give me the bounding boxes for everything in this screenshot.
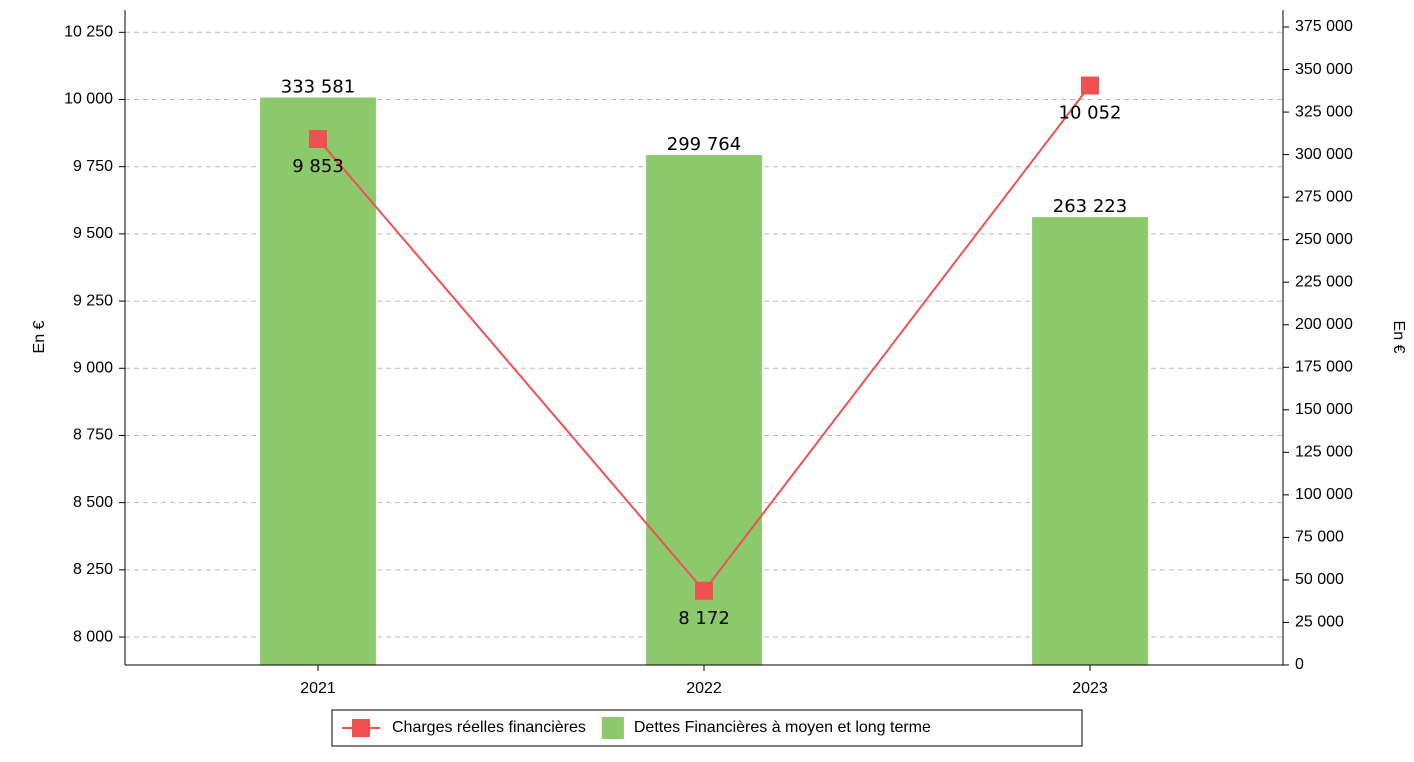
y-tick-label: 8 250 (73, 561, 113, 578)
legend-box (331, 709, 1083, 747)
y-tick-label: 9 000 (73, 359, 113, 376)
y2-tick-label: 200 000 (1295, 316, 1353, 333)
y-tick-label: 8 750 (73, 427, 113, 444)
data-label: 8 172 (678, 608, 730, 629)
y2-tick-label: 325 000 (1295, 103, 1353, 120)
x-tick-label: 2023 (1072, 680, 1108, 697)
x-tick-label: 2021 (300, 680, 336, 697)
y2-tick-label: 125 000 (1295, 444, 1353, 461)
y2-tick-label: 150 000 (1295, 401, 1353, 418)
y2-tick-label: 300 000 (1295, 146, 1353, 163)
y-tick-label: 8 500 (73, 494, 113, 511)
y-tick-label: 10 000 (64, 91, 113, 108)
bar (260, 97, 376, 666)
data-label: 10 052 (1059, 103, 1122, 124)
y-tick-label: 8 000 (73, 628, 113, 645)
bar (1032, 217, 1148, 665)
y2-axis-label: En € (1390, 321, 1407, 354)
y2-tick-label: 225 000 (1295, 273, 1353, 290)
legend-swatch (352, 719, 370, 737)
legend-swatch (601, 717, 624, 739)
marker (309, 130, 327, 149)
y2-tick-label: 250 000 (1295, 231, 1353, 248)
y-tick-label: 9 250 (73, 292, 113, 309)
y2-tick-label: 100 000 (1295, 486, 1353, 503)
legend-label: Charges réelles financières (392, 719, 586, 736)
y2-tick-label: 350 000 (1295, 61, 1353, 78)
y-axis-label: En € (31, 320, 48, 353)
y2-tick-label: 375 000 (1295, 18, 1353, 35)
data-label: 9 853 (292, 156, 344, 177)
marker (695, 581, 713, 600)
legend-label: Dettes Financières à moyen et long terme (634, 719, 931, 736)
x-tick-label: 2022 (686, 680, 722, 697)
y2-tick-label: 175 000 (1295, 358, 1353, 375)
data-label: 263 223 (1053, 196, 1127, 217)
data-label: 299 764 (667, 134, 741, 155)
y2-tick-label: 50 000 (1295, 571, 1344, 588)
y-tick-label: 9 500 (73, 225, 113, 242)
y2-tick-label: 25 000 (1295, 614, 1344, 631)
y2-tick-label: 0 (1295, 656, 1304, 673)
y2-tick-label: 75 000 (1295, 529, 1344, 546)
bar (646, 155, 762, 665)
marker (1081, 76, 1099, 95)
y-tick-label: 10 250 (64, 24, 113, 41)
data-label: 333 581 (281, 76, 355, 97)
y2-tick-label: 275 000 (1295, 188, 1353, 205)
y-tick-label: 9 750 (73, 158, 113, 175)
